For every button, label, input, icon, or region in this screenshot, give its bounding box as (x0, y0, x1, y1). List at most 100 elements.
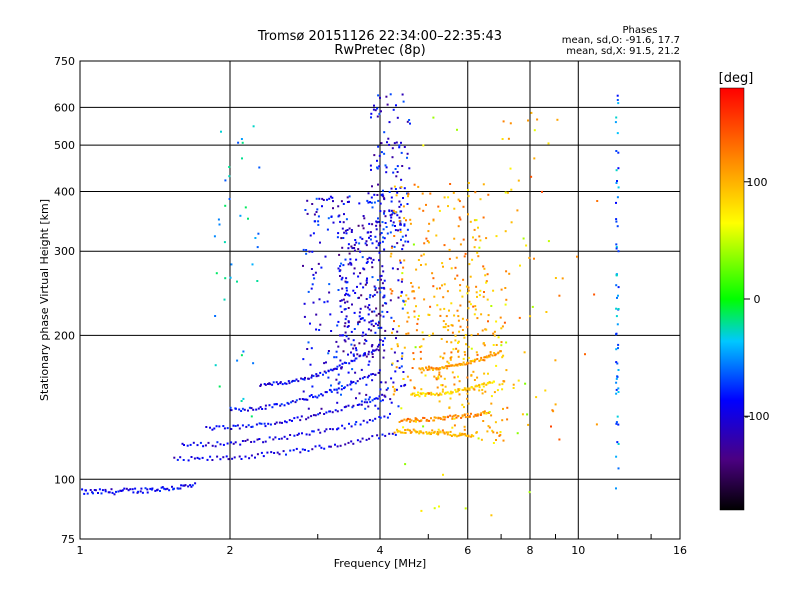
data-point (381, 265, 384, 268)
data-point (412, 352, 415, 355)
data-point (370, 116, 372, 119)
data-point (361, 437, 364, 440)
data-point (457, 225, 460, 228)
data-point (476, 358, 479, 360)
data-point (393, 390, 396, 393)
data-point (468, 263, 471, 266)
data-point (451, 371, 454, 374)
data-point (224, 204, 227, 207)
data-point (357, 275, 360, 278)
data-point (450, 324, 453, 326)
data-point (409, 218, 412, 221)
data-point (307, 407, 310, 410)
data-point (467, 435, 470, 438)
data-point (339, 265, 342, 268)
data-point (442, 320, 445, 323)
data-point (476, 251, 479, 254)
data-point (278, 453, 281, 456)
data-point (370, 345, 373, 348)
data-point (223, 427, 226, 430)
data-point (480, 438, 483, 441)
data-point (389, 299, 392, 302)
data-point (517, 379, 520, 382)
data-point (432, 277, 435, 280)
data-point (337, 373, 340, 376)
data-point (486, 382, 489, 385)
data-point (350, 351, 352, 354)
data-point (334, 443, 336, 446)
data-point (390, 200, 393, 203)
data-point (350, 380, 353, 383)
data-point (472, 435, 475, 438)
data-point (367, 398, 370, 401)
data-point (413, 429, 416, 432)
data-point (521, 413, 524, 416)
data-point (199, 441, 202, 444)
data-point (344, 308, 347, 310)
data-point (364, 242, 367, 245)
data-point (353, 249, 356, 252)
data-point (307, 377, 310, 380)
data-point (462, 205, 465, 208)
data-point (474, 305, 477, 308)
data-point (615, 274, 618, 276)
data-point (320, 393, 323, 396)
data-point (437, 393, 440, 396)
data-point (476, 317, 479, 320)
data-point (410, 431, 413, 434)
data-point (395, 337, 397, 340)
data-point (366, 401, 369, 404)
data-point (530, 111, 533, 114)
data-point (615, 361, 618, 364)
data-point (400, 141, 402, 144)
data-point (453, 207, 456, 210)
data-point (449, 414, 452, 417)
data-point (211, 444, 214, 447)
data-point (363, 376, 366, 378)
data-point (461, 403, 464, 406)
data-point (442, 296, 445, 299)
data-point (370, 323, 373, 326)
data-point (402, 299, 405, 302)
data-point (422, 416, 425, 419)
data-point (389, 412, 391, 415)
data-point (380, 381, 383, 384)
data-point (468, 387, 471, 390)
data-point (317, 223, 320, 226)
data-point (435, 367, 438, 370)
data-point (314, 395, 317, 398)
data-point (355, 347, 357, 350)
data-point (377, 321, 380, 324)
data-point (490, 414, 493, 417)
data-point (242, 350, 245, 353)
data-point (196, 444, 199, 447)
data-point (463, 414, 466, 417)
data-point (301, 378, 304, 381)
data-point (480, 356, 483, 359)
data-point (369, 164, 372, 167)
data-point (381, 282, 384, 285)
data-point (192, 441, 195, 444)
data-point (246, 438, 249, 441)
data-point (146, 491, 149, 494)
data-point (616, 132, 619, 135)
data-point (345, 287, 348, 289)
data-point (426, 432, 429, 435)
data-point (375, 307, 378, 310)
data-point (266, 451, 269, 454)
data-point (371, 373, 374, 375)
data-point (279, 404, 282, 407)
data-point (398, 146, 401, 149)
data-point (485, 281, 488, 284)
data-point (176, 458, 179, 461)
data-point (501, 325, 504, 328)
data-point (405, 332, 408, 335)
data-point (522, 237, 525, 240)
data-point (352, 404, 355, 407)
data-point (376, 291, 379, 294)
data-point (502, 120, 505, 123)
data-point (584, 353, 586, 356)
data-point (374, 109, 377, 112)
data-point (310, 394, 313, 396)
data-point (465, 363, 468, 366)
